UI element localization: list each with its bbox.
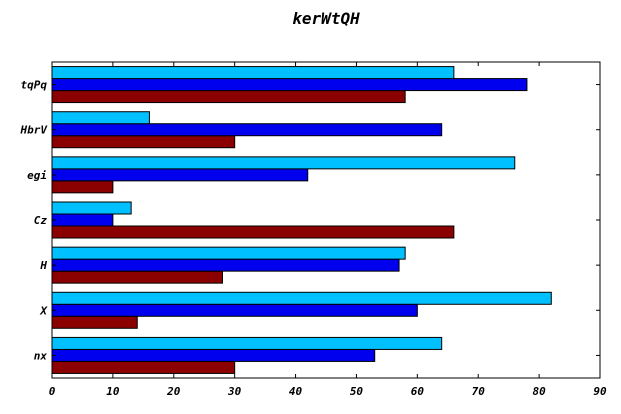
bar-H-series-2 [51, 258, 400, 272]
axes-group: nx X H Cz egi HbrV tqPq 0 10 20 30 40 50 60 70 80 90 [20, 62, 607, 398]
bar-HbrV-series-2 [51, 123, 443, 137]
bar-X-series-1 [51, 315, 138, 329]
bar-HbrV-series-1 [51, 135, 236, 149]
x-tick-label: 60 [411, 385, 425, 398]
x-tick-label: 80 [532, 385, 546, 398]
y-tick-label: egi [27, 169, 47, 182]
bar-nx-series-1 [51, 360, 236, 374]
x-tick-label: 50 [350, 385, 364, 398]
y-tick-label: nx [34, 349, 48, 362]
y-tick-label: HbrV [20, 124, 49, 137]
bar-Cz-series-2 [51, 213, 114, 227]
y-tick-label: tqPq [21, 79, 48, 92]
x-tick-label: 70 [472, 385, 486, 398]
x-tick-label: 20 [166, 385, 181, 398]
bar-tqPq-series-3 [51, 66, 455, 80]
x-tick-label: 10 [106, 385, 120, 398]
bar-X-series-2 [51, 303, 418, 317]
plot-frame [51, 61, 601, 379]
x-tick-label: 30 [227, 385, 242, 398]
y-tick-label: X [39, 304, 48, 317]
bar-Cz-series-1 [51, 225, 455, 239]
bar-egi-series-3 [51, 156, 516, 170]
x-tick-label: 0 [49, 385, 56, 398]
bars-group [51, 66, 552, 374]
bar-X-series-3 [51, 291, 552, 305]
bar-nx-series-3 [51, 336, 443, 350]
bar-egi-series-2 [51, 168, 309, 182]
bar-tqPq-series-2 [51, 78, 528, 92]
x-tick-label: 90 [593, 385, 607, 398]
bar-nx-series-2 [51, 348, 376, 362]
bar-Cz-series-3 [51, 201, 132, 215]
bar-HbrV-series-3 [51, 111, 150, 125]
bar-egi-series-1 [51, 180, 114, 194]
y-tick-label: H [39, 259, 47, 272]
bar-H-series-1 [51, 270, 223, 284]
y-tick-label: Cz [34, 214, 48, 227]
chart-title: kerWtQH [292, 9, 360, 28]
bar-tqPq-series-1 [51, 90, 406, 104]
x-tick-label: 40 [289, 385, 303, 398]
bar-H-series-3 [51, 246, 406, 260]
